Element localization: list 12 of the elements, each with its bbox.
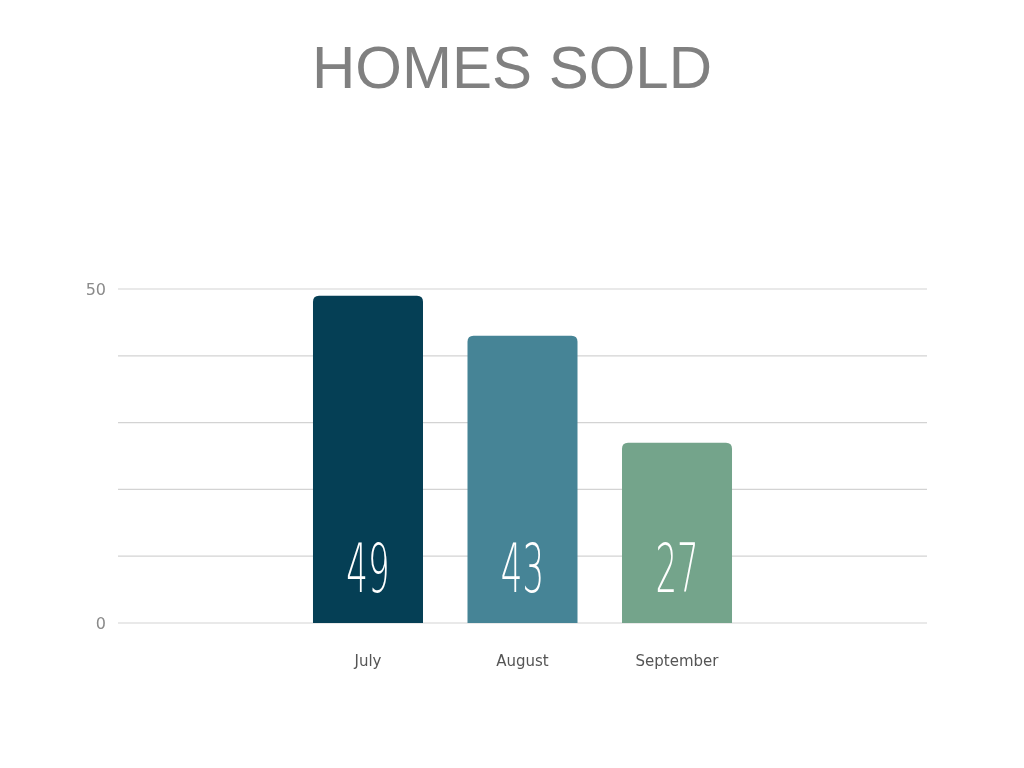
y-tick-label: 50 bbox=[85, 279, 106, 299]
y-tick-label: 0 bbox=[95, 613, 106, 633]
x-tick-label: July bbox=[353, 652, 382, 670]
x-tick-label: August bbox=[496, 652, 549, 670]
chart-title: HOMES SOLD bbox=[311, 34, 713, 101]
x-tick-label: September bbox=[635, 652, 720, 670]
data-label: 43 bbox=[500, 528, 545, 609]
data-label: 49 bbox=[346, 528, 390, 609]
bar bbox=[467, 335, 578, 623]
bar bbox=[312, 295, 423, 623]
data-label: 27 bbox=[655, 528, 699, 609]
bar bbox=[622, 442, 733, 623]
